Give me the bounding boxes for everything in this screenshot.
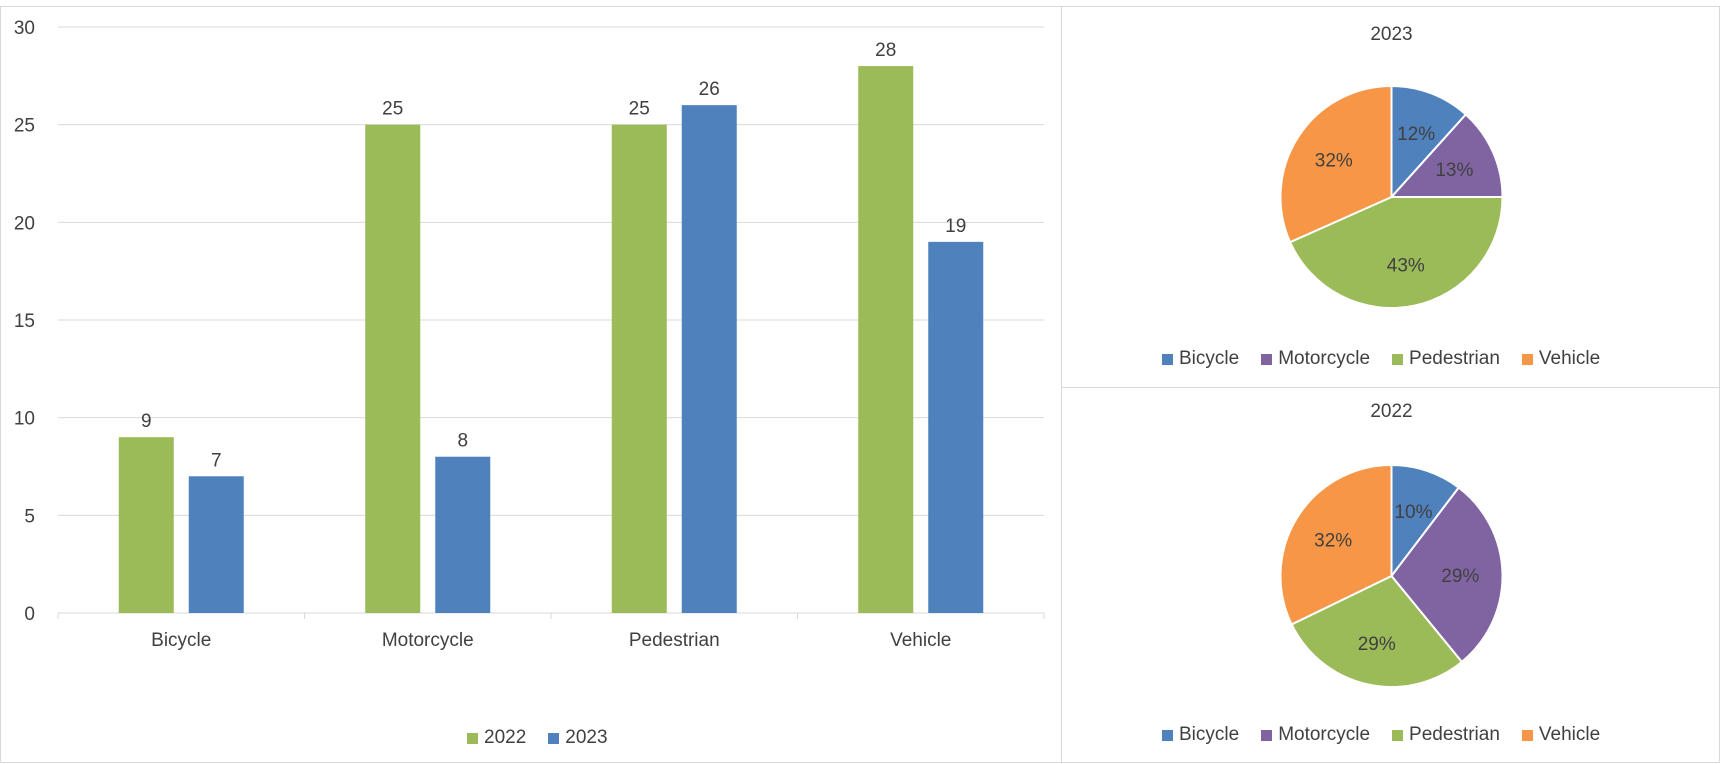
data-label-vehicle-2022: 28 bbox=[875, 40, 896, 61]
bar-bicycle-2022 bbox=[118, 437, 174, 613]
pie-label-2023-pedestrian: 43% bbox=[1387, 255, 1425, 276]
pie-slice-2022-pedestrian bbox=[1290, 574, 1464, 688]
legend-item-2022-motorcycle: Motorcycle bbox=[1261, 724, 1370, 746]
data-label-bicycle-2022: 9 bbox=[141, 411, 152, 432]
pie-slice-2022-vehicle bbox=[1279, 463, 1393, 626]
legend-swatch-2023 bbox=[548, 732, 560, 744]
legend-item-2022: 2022 bbox=[467, 727, 526, 749]
legend-label-2022-motorcycle: Motorcycle bbox=[1278, 724, 1371, 745]
bar-vehicle-2022 bbox=[858, 66, 914, 614]
data-label-pedestrian-2023: 26 bbox=[699, 79, 720, 100]
pie-slice-2023-pedestrian bbox=[1288, 196, 1504, 309]
legend-item-2023-vehicle: Vehicle bbox=[1521, 348, 1601, 370]
data-label-motorcycle-2022: 25 bbox=[382, 99, 403, 120]
data-label-bicycle-2023: 7 bbox=[211, 450, 222, 471]
legend-item-2023: 2023 bbox=[548, 727, 608, 749]
x-tick-label-motorcycle: Motorcycle bbox=[382, 630, 474, 651]
legend-item-2022-vehicle: Vehicle bbox=[1521, 724, 1601, 746]
legend-swatch-2023-pedestrian bbox=[1392, 353, 1404, 365]
bar-chart-legend: 2022 2023 bbox=[467, 727, 608, 749]
legend-label-2022-bicycle: Bicycle bbox=[1179, 724, 1240, 745]
pie-chart-2023: 2023 12%13% 43% 32% bbox=[1279, 24, 1504, 309]
pie-label-2022-motorcycle: 29% bbox=[1441, 566, 1479, 587]
bar-motorcycle-2022 bbox=[365, 124, 421, 614]
bar-motorcycle-2023 bbox=[435, 456, 491, 613]
bar-chart-panel: 0 5 10 15 20 25 30 Bicycle 9 7 Motorcycle 25 8 Pedest… bbox=[0, 6, 1062, 763]
pie-label-2023-vehicle: 32% bbox=[1315, 151, 1353, 172]
pie-chart-2023-panel: 2023 12% 13% 43% 32% Bicycle Motorcycle Pedest… bbox=[1061, 6, 1720, 388]
pie-label-2023-motorcycle: 13% bbox=[1435, 160, 1473, 181]
pie-chart-2022-panel: 2022 10% 29% 29% 32% Bicycle Motorcycle Pedest… bbox=[1061, 387, 1720, 763]
x-tick-label-vehicle: Vehicle bbox=[890, 630, 951, 651]
legend-swatch-2022-pedestrian bbox=[1392, 729, 1404, 741]
pie-slice-2022-bicycle bbox=[1390, 463, 1461, 579]
legend-label-2023-bicycle: Bicycle bbox=[1179, 348, 1240, 369]
legend-swatch-2022-bicycle bbox=[1162, 729, 1173, 741]
legend-label-2023: 2023 bbox=[565, 727, 608, 748]
legend-swatch-2023-bicycle bbox=[1162, 353, 1173, 365]
legend-swatch-2023-motorcycle bbox=[1261, 353, 1273, 365]
y-tick-label-15: 15 bbox=[14, 311, 35, 332]
legend-item-2023-motorcycle: Motorcycle bbox=[1261, 348, 1370, 370]
legend-label-2023-vehicle: Vehicle bbox=[1538, 348, 1601, 369]
bar-pedestrian-2022 bbox=[611, 124, 667, 614]
legend-label-2022: 2022 bbox=[484, 727, 527, 748]
data-label-motorcycle-2023: 8 bbox=[457, 431, 468, 452]
pie-chart-2022-legend: Bicycle Motorcycle Pedestrian Vehicle bbox=[1162, 724, 1600, 746]
legend-item-2022-bicycle: Bicycle bbox=[1162, 724, 1239, 746]
legend-label-2022-pedestrian: Pedestrian bbox=[1409, 724, 1500, 745]
pie-slice-2022-motorcycle bbox=[1390, 486, 1504, 664]
pie-slice-2023-bicycle bbox=[1390, 84, 1468, 200]
pie-slice-2023-motorcycle bbox=[1389, 113, 1504, 198]
y-tick-label-10: 10 bbox=[14, 409, 35, 430]
y-tick-label-20: 20 bbox=[14, 213, 35, 234]
legend-label-2023-pedestrian: Pedestrian bbox=[1409, 348, 1500, 369]
pie-chart-2023-legend: Bicycle Motorcycle Pedestrian Vehicle bbox=[1162, 348, 1600, 370]
legend-label-2023-motorcycle: Motorcycle bbox=[1278, 348, 1371, 369]
legend-item-2023-bicycle: Bicycle bbox=[1162, 348, 1239, 370]
pie-title-2023: 2023 bbox=[1370, 24, 1412, 45]
legend-label-2022-vehicle: Vehicle bbox=[1538, 724, 1601, 745]
pie-label-2022-bicycle: 10% bbox=[1394, 502, 1432, 523]
legend-swatch-2022 bbox=[467, 732, 478, 744]
data-label-vehicle-2023: 19 bbox=[945, 216, 966, 237]
pie-title-2022: 2022 bbox=[1370, 401, 1412, 422]
pie-label-2023-bicycle: 12% bbox=[1397, 124, 1435, 145]
bar-vehicle-2023 bbox=[928, 241, 984, 613]
data-label-pedestrian-2022: 25 bbox=[629, 99, 650, 120]
bar-bicycle-2023 bbox=[188, 476, 244, 613]
pie-label-2022-pedestrian: 29% bbox=[1358, 634, 1396, 655]
pie-slice-2023-vehicle bbox=[1279, 84, 1393, 244]
legend-swatch-2023-vehicle bbox=[1521, 353, 1533, 365]
y-tick-label-30: 30 bbox=[14, 18, 35, 39]
x-tick-label-bicycle: Bicycle bbox=[151, 630, 211, 651]
legend-swatch-2022-vehicle bbox=[1521, 729, 1533, 741]
legend-swatch-2022-motorcycle bbox=[1261, 729, 1273, 741]
legend-item-2023-pedestrian: Pedestrian bbox=[1392, 348, 1500, 370]
legend-item-2022-pedestrian: Pedestrian bbox=[1392, 724, 1500, 746]
pie-label-2022-vehicle: 32% bbox=[1314, 530, 1352, 551]
bar-chart: 0 5 10 15 20 25 30 Bicycle 9 7 Motorcycle 25 8 Pedest… bbox=[14, 18, 1045, 651]
y-tick-label-5: 5 bbox=[24, 506, 35, 527]
y-tick-label-0: 0 bbox=[24, 604, 35, 625]
y-tick-label-25: 25 bbox=[14, 116, 35, 137]
pie-chart-2022: 2022 10% 29% 29% 32% bbox=[1279, 401, 1504, 688]
bar-pedestrian-2023 bbox=[681, 105, 737, 613]
x-tick-label-pedestrian: Pedestrian bbox=[629, 630, 720, 651]
